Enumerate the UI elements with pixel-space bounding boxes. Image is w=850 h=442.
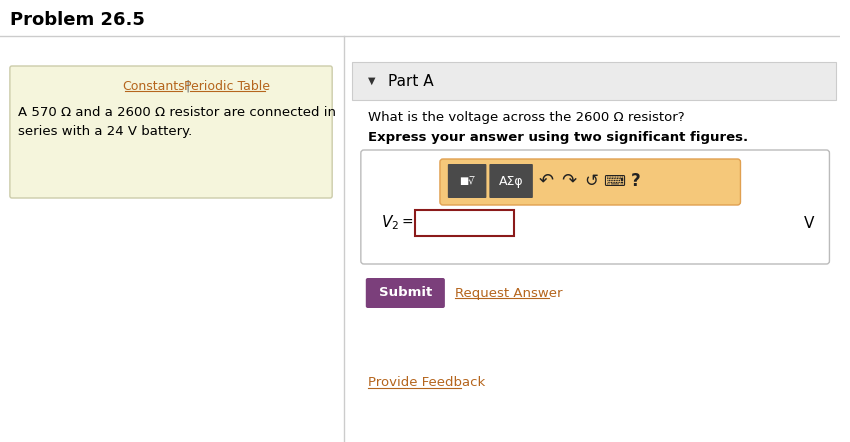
Text: ?: ? [631, 172, 641, 190]
Text: Part A: Part A [388, 73, 434, 88]
Text: Problem 26.5: Problem 26.5 [10, 11, 144, 29]
Bar [415, 210, 514, 236]
Text: series with a 24 V battery.: series with a 24 V battery. [18, 125, 192, 137]
Text: Submit: Submit [379, 286, 432, 300]
Bar [352, 62, 836, 100]
Text: ▼: ▼ [368, 76, 376, 86]
FancyBboxPatch shape [10, 66, 332, 198]
FancyBboxPatch shape [361, 150, 830, 264]
FancyBboxPatch shape [366, 278, 445, 308]
FancyBboxPatch shape [440, 159, 740, 205]
Text: ↺: ↺ [584, 172, 598, 190]
Text: ↶: ↶ [538, 172, 553, 190]
Text: $V_2$: $V_2$ [381, 213, 399, 232]
Text: Request Answer: Request Answer [455, 286, 562, 300]
Text: Express your answer using two significant figures.: Express your answer using two significan… [368, 132, 748, 145]
Text: |: | [185, 80, 190, 92]
Text: =: = [401, 216, 413, 230]
Text: Periodic Table: Periodic Table [184, 80, 270, 92]
Text: ↷: ↷ [561, 172, 576, 190]
Text: Provide Feedback: Provide Feedback [368, 377, 485, 389]
Text: A 570 Ω and a 2600 Ω resistor are connected in: A 570 Ω and a 2600 Ω resistor are connec… [18, 107, 336, 119]
FancyBboxPatch shape [448, 164, 486, 198]
Text: Constants: Constants [122, 80, 184, 92]
Text: ⌨: ⌨ [603, 174, 625, 188]
Text: V: V [803, 216, 814, 230]
Text: ΑΣφ: ΑΣφ [499, 175, 524, 187]
FancyBboxPatch shape [490, 164, 533, 198]
Text: What is the voltage across the 2600 Ω resistor?: What is the voltage across the 2600 Ω re… [368, 111, 684, 125]
Text: ■√̅: ■√̅ [459, 176, 474, 186]
Bar [352, 62, 836, 100]
